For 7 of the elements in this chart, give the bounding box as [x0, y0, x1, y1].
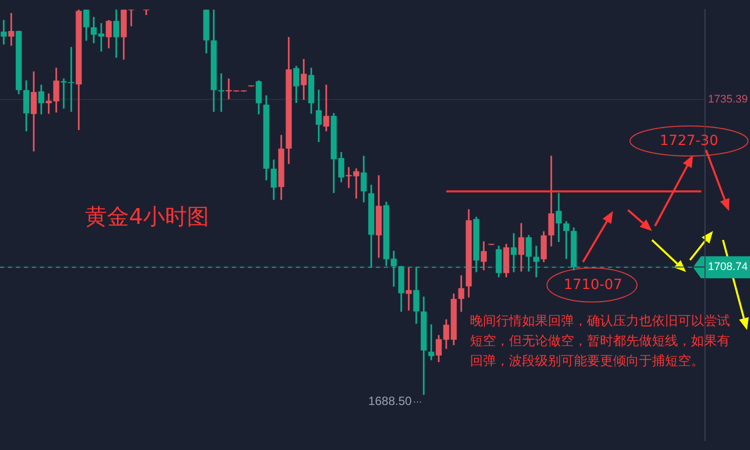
text: 黄金4小时图 [85, 204, 209, 232]
y-tick-label: 1735.39 [708, 94, 748, 106]
annotation: 1710-07 [562, 276, 624, 295]
annotation: 1688.50 [367, 393, 413, 409]
annotation: 晚间行情如果回弹，确认压力也依旧可以尝试短空，但无论做空，暂时都先做短线，如果有回弹，波段级别可能要更倾向于捕短空。 [470, 313, 731, 371]
annotation: 1727-30 [658, 132, 720, 151]
y-tick-label: 1708.74 [708, 261, 748, 274]
